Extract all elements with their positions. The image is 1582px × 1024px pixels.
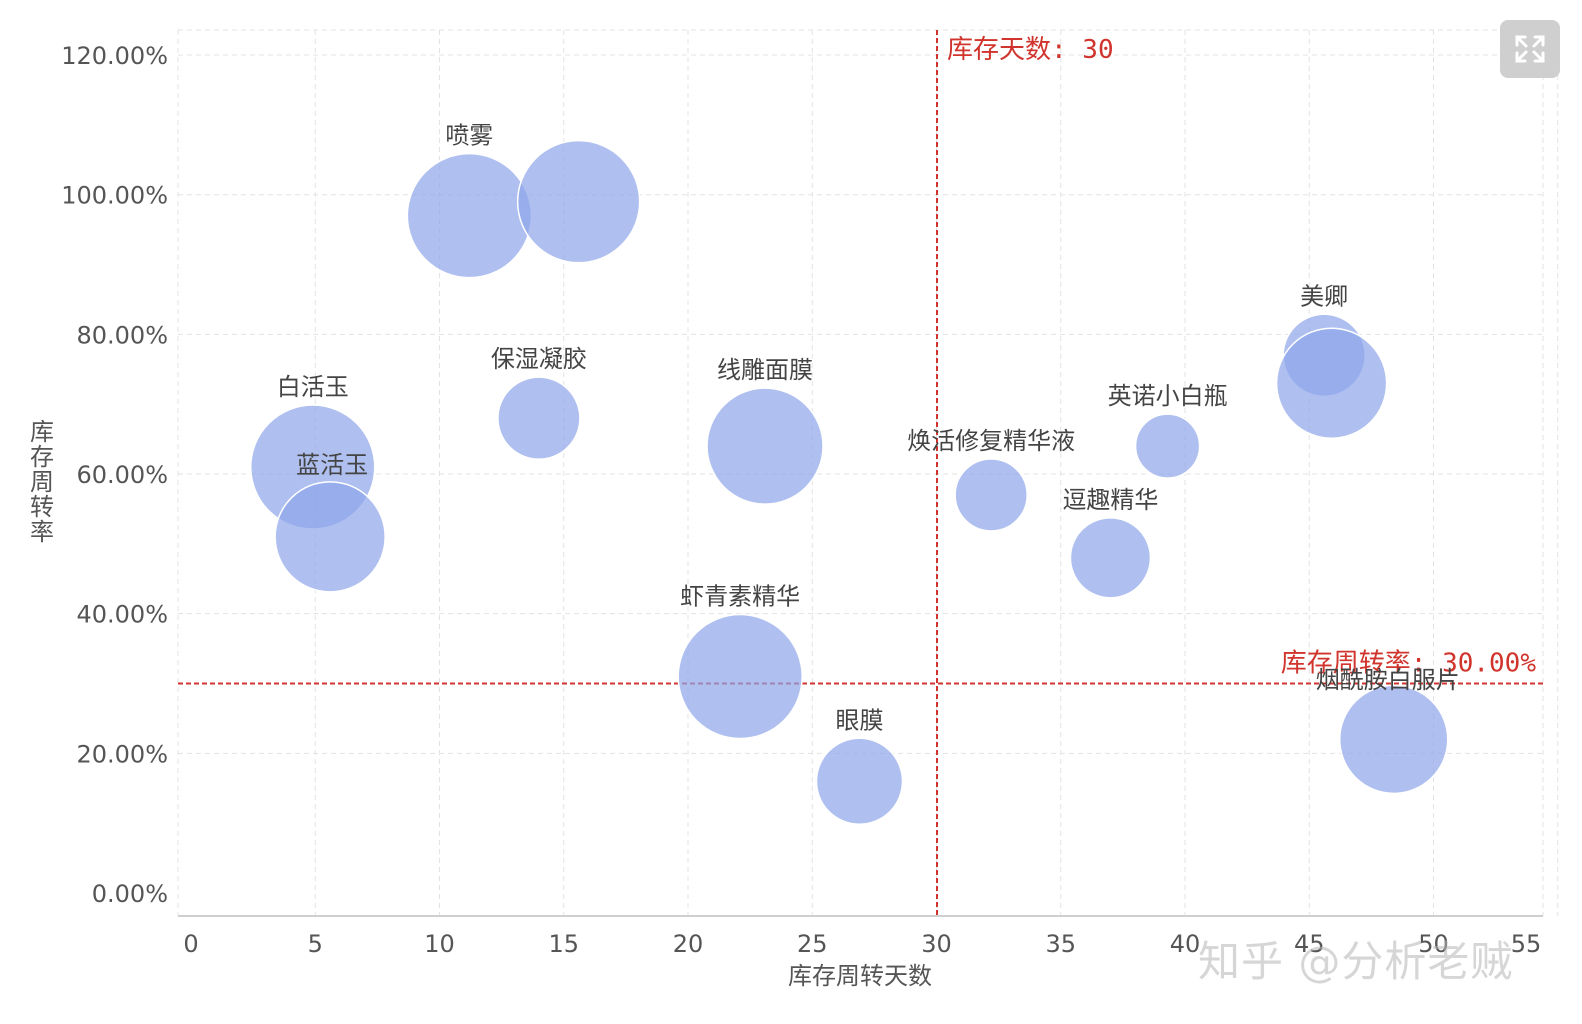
x-tick-label: 25 [797, 930, 828, 958]
bubble [516, 139, 641, 264]
bubble [815, 737, 904, 826]
x-axis-title: 库存周转天数 [788, 962, 932, 990]
x-tick-label: 15 [548, 930, 579, 958]
x-tick-label: 35 [1045, 930, 1076, 958]
x-tick-label: 55 [1511, 930, 1542, 958]
bubble [1275, 327, 1388, 439]
y-tick-label: 0.00% [92, 880, 168, 908]
y-tick-label: 80.00% [76, 321, 168, 349]
bubble-label: 美卿 [1300, 282, 1348, 310]
x-tick-label: 50 [1418, 930, 1449, 958]
bubble-label: 眼膜 [835, 706, 883, 734]
y-tick-label: 100.00% [61, 182, 168, 210]
reference-lines: 库存天数: 30 库存周转率: 30.00% [178, 30, 1543, 916]
watermark: 知乎 @分析老贼 [1198, 937, 1514, 986]
bubble [1338, 684, 1449, 795]
y-tick-label: 120.00% [61, 42, 168, 70]
bubble-label: 保湿凝胶 [491, 345, 587, 373]
axes: 0.00% 20.00% 40.00% 60.00% 80.00% 100.00% 120.… [61, 42, 1543, 958]
bubbles [250, 139, 1449, 826]
bubble-label: 逗趣精华 [1062, 486, 1158, 514]
bubble-label: 蓝活玉 [296, 451, 368, 479]
y-tick-label: 60.00% [76, 461, 168, 489]
bubble-label: 线雕面膜 [717, 356, 813, 384]
bubble [677, 613, 803, 740]
x-tick-label: 5 [308, 930, 323, 958]
bubble-label: 焕活修复精华液 [907, 427, 1075, 455]
bubble [274, 481, 386, 593]
y-tick-label: 20.00% [76, 740, 168, 768]
bubble-label: 虾青素精华 [680, 583, 800, 611]
bubble-label: 英诺小白瓶 [1108, 382, 1228, 410]
bubble [1134, 413, 1201, 479]
y-reference-label: 库存周转率: 30.00% [1281, 649, 1537, 679]
expand-icon [1515, 35, 1545, 63]
y-tick-label: 40.00% [76, 601, 168, 629]
x-tick-label: 20 [673, 930, 704, 958]
y-axis-title: 库存周转率 [30, 418, 54, 546]
x-reference-label: 库存天数: 30 [947, 35, 1114, 65]
x-tick-label: 30 [921, 930, 952, 958]
expand-button[interactable] [1500, 20, 1560, 78]
bubble-label: 喷雾 [445, 122, 493, 150]
bubble [1069, 517, 1152, 599]
bubble-label: 白活玉 [277, 373, 349, 401]
x-tick-label: 10 [424, 930, 455, 958]
x-tick-label: 0 [183, 930, 198, 958]
bubble-label: 烟酰胺白服片 [1316, 666, 1460, 694]
bubble [706, 387, 824, 505]
x-tick-label: 40 [1170, 930, 1201, 958]
bubble [954, 458, 1028, 532]
bubble [406, 152, 533, 279]
x-tick-label: 45 [1294, 930, 1325, 958]
bubble [497, 376, 581, 460]
